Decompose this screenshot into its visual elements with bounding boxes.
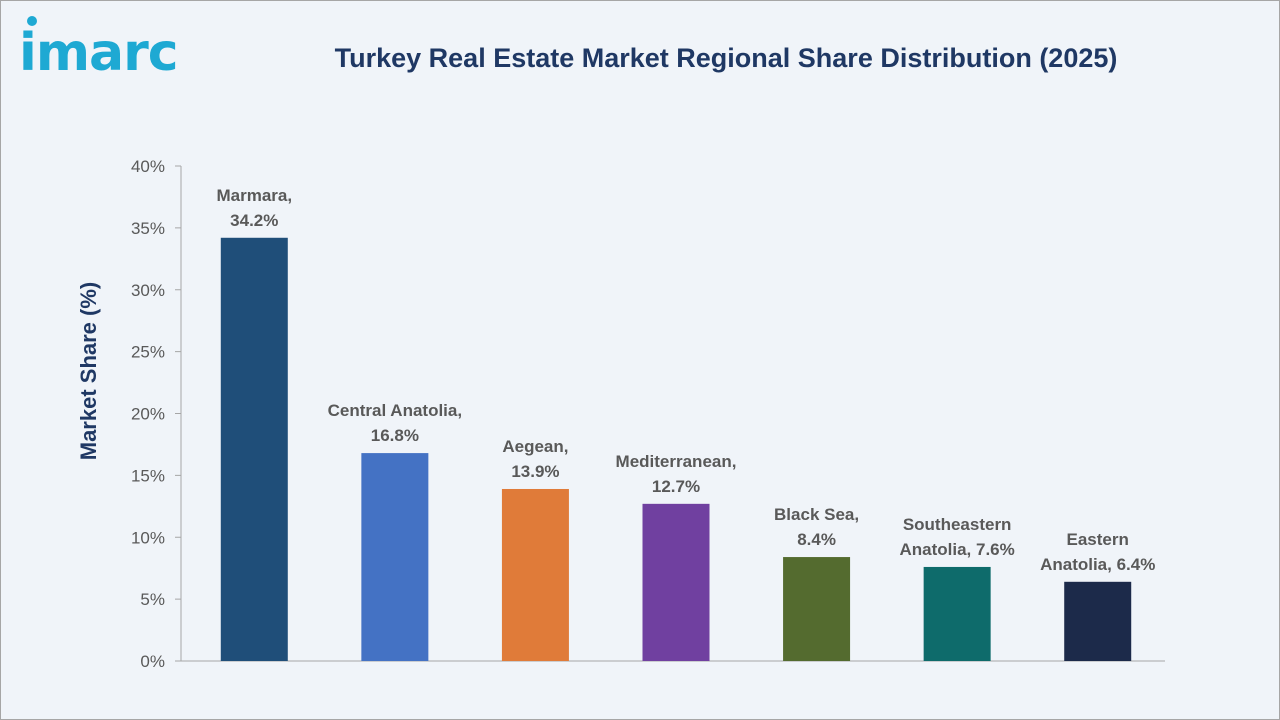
data-label: Aegean, [502, 437, 568, 456]
bar-marmara [220, 237, 288, 661]
y-tick-label: 15% [131, 466, 165, 485]
y-tick-label: 0% [140, 652, 165, 671]
y-tick-label: 30% [131, 281, 165, 300]
bar-eastern-anatolia [1064, 581, 1132, 661]
data-label: 34.2% [230, 211, 278, 230]
data-label: Black Sea, [774, 505, 859, 524]
data-label: 8.4% [797, 530, 836, 549]
y-tick-label: 20% [131, 405, 165, 424]
y-tick-label: 40% [131, 157, 165, 176]
imarc-logo: imarc [19, 23, 179, 83]
chart-title: Turkey Real Estate Market Regional Share… [334, 43, 1118, 73]
bar-southeastern-anatolia [923, 566, 991, 661]
data-label: Central Anatolia, [328, 401, 462, 420]
data-label: Anatolia, 6.4% [1040, 555, 1155, 574]
data-label: Southeastern [903, 515, 1012, 534]
data-label: 12.7% [652, 477, 700, 496]
bar-central-anatolia [361, 453, 429, 661]
data-label: 13.9% [511, 462, 559, 481]
bar-black-sea [783, 557, 851, 661]
data-label: Eastern [1067, 530, 1129, 549]
logo-dot [27, 16, 37, 26]
data-label: Marmara, [216, 186, 292, 205]
y-tick-label: 25% [131, 343, 165, 362]
data-label: Mediterranean, [616, 452, 737, 471]
y-tick-label: 10% [131, 528, 165, 547]
data-label: 16.8% [371, 426, 419, 445]
y-tick-label: 35% [131, 219, 165, 238]
bar-aegean [501, 488, 569, 661]
bar-mediterranean [642, 503, 710, 661]
data-label: Anatolia, 7.6% [900, 540, 1015, 559]
y-tick-label: 5% [140, 590, 165, 609]
